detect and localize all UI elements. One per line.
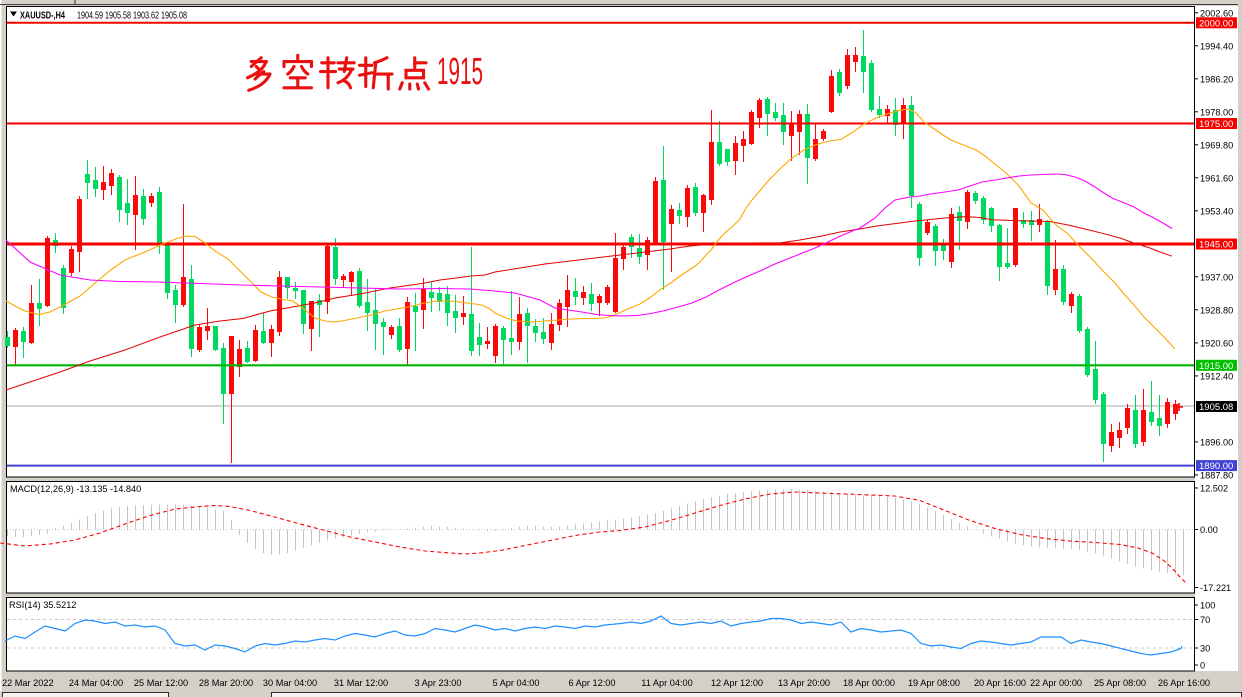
svg-text:1986.20: 1986.20 (1200, 74, 1233, 84)
svg-text:1905.08: 1905.08 (1199, 402, 1233, 413)
svg-text:0.00: 0.00 (1200, 525, 1218, 535)
svg-text:-17.221: -17.221 (1200, 583, 1231, 593)
svg-text:1928.80: 1928.80 (1200, 305, 1233, 315)
svg-text:1978.00: 1978.00 (1200, 107, 1233, 117)
svg-text:1904.59 1905.58 1903.62 1905.0: 1904.59 1905.58 1903.62 1905.08 (77, 10, 187, 22)
svg-text:100: 100 (1200, 601, 1215, 611)
svg-text:1920.60: 1920.60 (1200, 338, 1233, 348)
svg-text:1915: 1915 (437, 51, 483, 93)
svg-text:22 Mar 2022: 22 Mar 2022 (2, 678, 54, 688)
svg-text:5 Apr 04:00: 5 Apr 04:00 (493, 678, 540, 688)
svg-text:70: 70 (1200, 615, 1210, 625)
svg-text:XAUUSD-,H4: XAUUSD-,H4 (20, 10, 65, 22)
svg-text:12 Apr 12:00: 12 Apr 12:00 (711, 678, 763, 688)
svg-text:30 Mar 04:00: 30 Mar 04:00 (263, 678, 317, 688)
svg-text:1994.40: 1994.40 (1200, 41, 1233, 51)
svg-text:24 Mar 04:00: 24 Mar 04:00 (69, 678, 123, 688)
svg-text:19 Apr 08:00: 19 Apr 08:00 (908, 678, 960, 688)
svg-text:22 Apr 00:00: 22 Apr 00:00 (1030, 678, 1082, 688)
svg-text:1915.00: 1915.00 (1199, 361, 1233, 372)
svg-text:1945.00: 1945.00 (1199, 240, 1233, 251)
svg-text:1953.40: 1953.40 (1200, 206, 1233, 216)
svg-text:1969.80: 1969.80 (1200, 140, 1233, 150)
svg-text:2000.00: 2000.00 (1199, 18, 1233, 29)
svg-text:30: 30 (1200, 644, 1210, 654)
svg-text:1890.00: 1890.00 (1199, 461, 1233, 472)
svg-text:25 Mar 12:00: 25 Mar 12:00 (134, 678, 188, 688)
svg-text:6 Apr 12:00: 6 Apr 12:00 (569, 678, 616, 688)
svg-text:25 Apr 08:00: 25 Apr 08:00 (1094, 678, 1146, 688)
svg-text:0: 0 (1200, 661, 1205, 671)
svg-text:26 Apr 16:00: 26 Apr 16:00 (1158, 678, 1210, 688)
svg-text:MACD(12,26,9) -13.135 -14.840: MACD(12,26,9) -13.135 -14.840 (10, 484, 141, 494)
svg-text:1961.60: 1961.60 (1200, 173, 1233, 183)
svg-text:18 Apr 00:00: 18 Apr 00:00 (843, 678, 895, 688)
svg-text:13 Apr 20:00: 13 Apr 20:00 (778, 678, 830, 688)
svg-text:20 Apr 16:00: 20 Apr 16:00 (974, 678, 1026, 688)
svg-text:12.502: 12.502 (1200, 484, 1228, 494)
svg-text:1975.00: 1975.00 (1199, 119, 1233, 130)
svg-text:11 Apr 04:00: 11 Apr 04:00 (641, 678, 692, 688)
svg-text:3 Apr 23:00: 3 Apr 23:00 (415, 678, 462, 688)
svg-text:1912.40: 1912.40 (1200, 371, 1233, 381)
svg-text:1887.80: 1887.80 (1200, 470, 1233, 480)
svg-text:28 Mar 20:00: 28 Mar 20:00 (199, 678, 253, 688)
svg-text:31 Mar 12:00: 31 Mar 12:00 (334, 678, 388, 688)
svg-text:1937.00: 1937.00 (1200, 272, 1233, 282)
svg-text:2002.60: 2002.60 (1200, 8, 1233, 18)
svg-text:RSI(14) 35.5212: RSI(14) 35.5212 (9, 600, 76, 610)
svg-text:1896.00: 1896.00 (1200, 437, 1233, 447)
